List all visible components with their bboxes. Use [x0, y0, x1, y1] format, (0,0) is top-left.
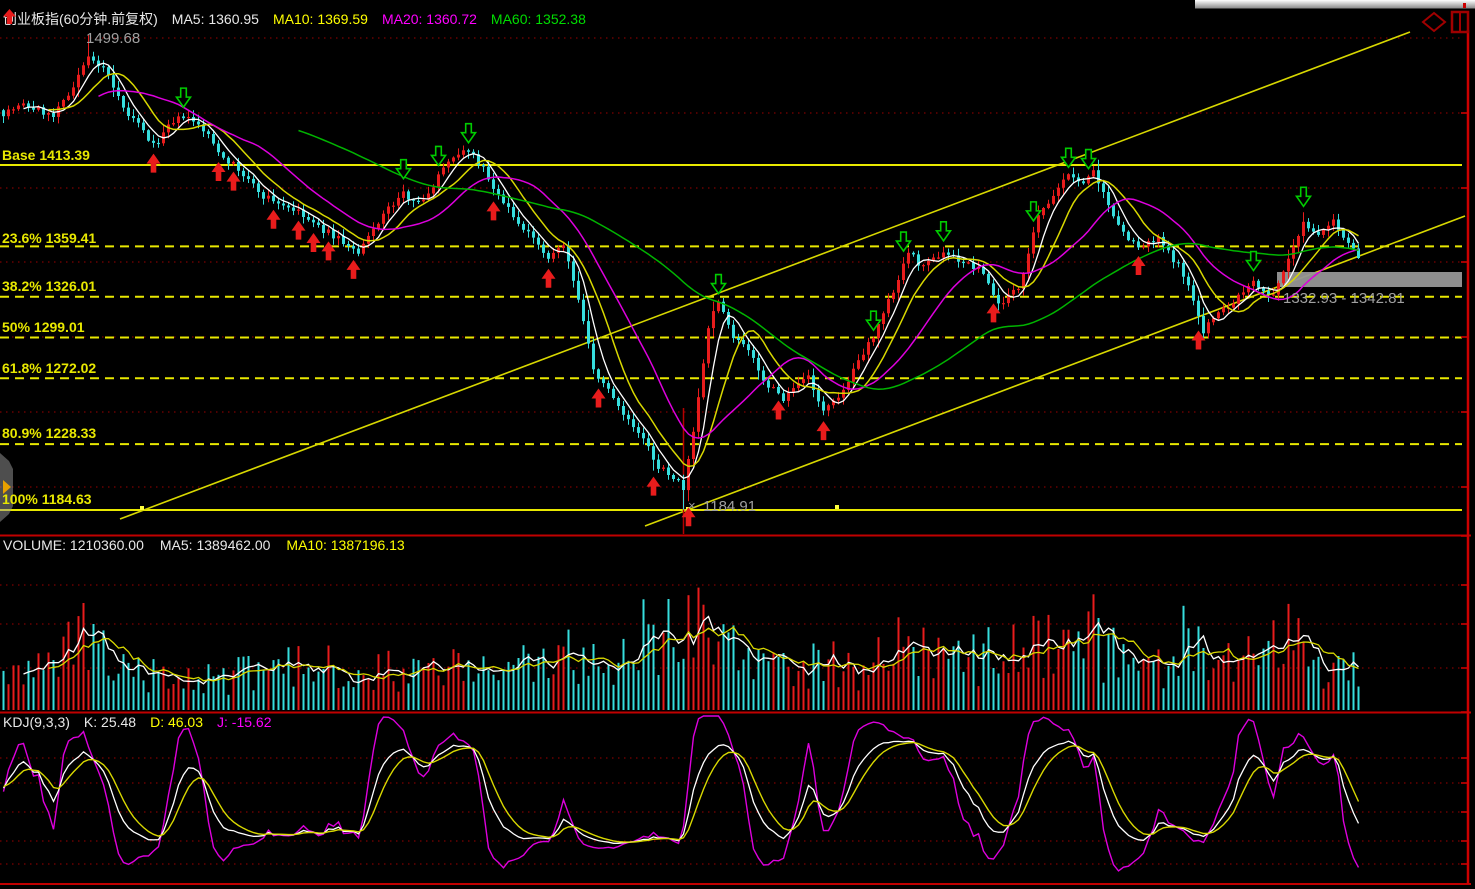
strip-red-mark — [1463, 3, 1466, 8]
symbol-title: 创业板指(60分钟.前复权) — [3, 11, 158, 27]
up-arrow-icon — [3, 9, 16, 24]
session-high-label: 1499.68 — [86, 30, 141, 47]
volume-header: VOLUME: 1210360.00 MA5: 1389462.00 MA10:… — [3, 537, 405, 553]
volume-ma10-value: MA10: 1387196.13 — [286, 537, 405, 553]
main-chart-header: 创业板指(60分钟.前复权) MA5: 1360.95 MA10: 1369.5… — [3, 9, 586, 29]
fib-label-base: Base 1413.39 — [2, 147, 90, 163]
kdj-j-value: J: -15.62 — [217, 714, 272, 730]
kdj-d-value: D: 46.03 — [150, 714, 204, 730]
window-title-strip[interactable] — [1195, 0, 1475, 9]
sidebar-expand-handle[interactable] — [0, 450, 20, 530]
volume-ma5-value: MA5: 1389462.00 — [159, 537, 271, 553]
fib-label-100: 100% 1184.63 — [2, 491, 92, 507]
window-controls — [1421, 10, 1470, 34]
fib-label-809: 80.9% 1228.33 — [2, 425, 97, 441]
ma5-value: MA5: 1360.95 — [171, 11, 259, 27]
ma20-value: MA20: 1360.72 — [381, 11, 477, 27]
kdj-title: KDJ(9,3,3) — [3, 714, 70, 730]
low-cross-mark: × — [688, 498, 696, 513]
fib-label-382: 38.2% 1326.01 — [2, 278, 97, 294]
kdj-k-value: K: 25.48 — [83, 714, 137, 730]
diamond-tool-icon[interactable] — [1421, 11, 1447, 33]
ma60-value: MA60: 1352.38 — [490, 11, 586, 27]
session-low-label: 1184.91 — [703, 498, 757, 515]
gap-range-label: 1332.93 - 1342.81 — [1283, 290, 1405, 307]
kdj-header: KDJ(9,3,3) K: 25.48 D: 46.03 J: -15.62 — [3, 714, 272, 730]
ma10-value: MA10: 1369.59 — [272, 11, 368, 27]
fib-label-236: 23.6% 1359.41 — [2, 230, 97, 246]
volume-value: VOLUME: 1210360.00 — [3, 537, 144, 553]
fib-label-618: 61.8% 1272.02 — [2, 360, 97, 376]
handle-arrow-icon — [3, 480, 11, 494]
fib-label-50: 50% 1299.01 — [2, 319, 85, 335]
